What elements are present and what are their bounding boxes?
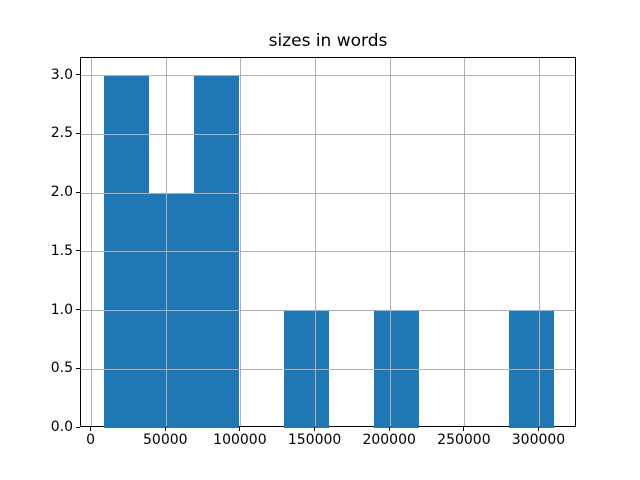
y-tick-mark <box>76 426 80 428</box>
y-gridline <box>81 251 575 253</box>
x-tick-label: 200000 <box>362 432 416 448</box>
x-gridline <box>165 58 167 426</box>
y-tick-label: 2.5 <box>50 125 73 142</box>
x-tick-label: 100000 <box>213 432 267 448</box>
x-tick-label: 150000 <box>287 432 342 448</box>
y-tick-label: 2.0 <box>50 184 73 201</box>
y-tick-mark <box>76 74 80 76</box>
y-gridline <box>81 192 575 194</box>
x-gridline <box>315 58 317 426</box>
y-tick-label: 1.0 <box>50 301 73 318</box>
plot-area <box>80 57 576 428</box>
chart-title: sizes in words <box>268 31 388 51</box>
y-tick-mark <box>76 250 80 252</box>
x-tick-label: 0 <box>86 432 96 448</box>
x-tick-mark <box>314 427 316 431</box>
y-tick-label: 1.5 <box>50 242 73 259</box>
x-tick-label: 300000 <box>511 432 566 448</box>
x-gridline <box>539 58 540 426</box>
y-tick-label: 3.0 <box>50 66 73 83</box>
y-gridline <box>81 368 575 370</box>
x-tick-mark <box>463 427 465 431</box>
x-gridline <box>240 58 242 426</box>
y-tick-mark <box>76 309 80 310</box>
x-tick-mark <box>538 427 539 431</box>
y-tick-mark <box>76 191 80 193</box>
x-gridline <box>464 58 466 426</box>
y-gridline <box>81 133 575 135</box>
y-tick-label: 0.0 <box>50 419 73 435</box>
y-tick-mark <box>76 132 80 134</box>
y-tick-label: 0.5 <box>50 360 73 377</box>
x-tick-mark <box>239 427 241 431</box>
y-tick-mark <box>76 367 80 369</box>
y-gridline <box>81 75 575 77</box>
y-gridline <box>81 310 575 311</box>
x-tick-label: 250000 <box>437 432 491 448</box>
x-tick-mark <box>388 427 390 431</box>
x-tick-label: 50000 <box>143 432 188 448</box>
x-gridline <box>91 58 93 426</box>
x-tick-mark <box>164 427 166 431</box>
x-gridline <box>389 58 391 426</box>
x-tick-mark <box>90 427 92 431</box>
